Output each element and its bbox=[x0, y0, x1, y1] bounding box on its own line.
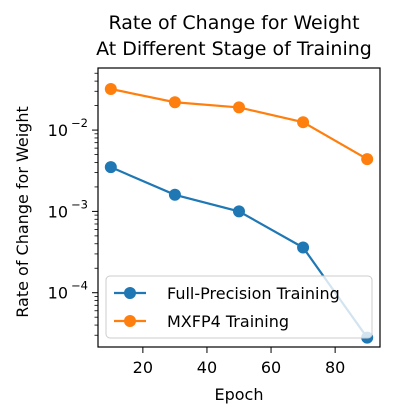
x-tick-label: 20 bbox=[133, 358, 153, 377]
data-point bbox=[168, 188, 181, 201]
x-axis-label: Epoch bbox=[215, 385, 264, 404]
legend-marker bbox=[124, 287, 136, 299]
y-tick-exponent: −3 bbox=[71, 197, 88, 211]
series-line-2 bbox=[110, 87, 368, 161]
legend-box bbox=[105, 275, 373, 339]
y-tick-label: 10 bbox=[48, 202, 68, 221]
x-tick-label: 80 bbox=[325, 358, 345, 377]
legend-label: Full-Precision Training bbox=[167, 284, 340, 303]
legend: Full-Precision Training MXFP4 Training bbox=[105, 275, 373, 339]
legend-label: MXFP4 Training bbox=[167, 312, 289, 331]
legend-marker bbox=[124, 315, 136, 327]
y-tick-exponent: −4 bbox=[71, 279, 88, 293]
data-point bbox=[104, 83, 117, 96]
y-tick-exponent: −2 bbox=[71, 116, 88, 130]
chart-title-line-1: Rate of Change for Weight bbox=[108, 12, 359, 34]
data-point bbox=[233, 101, 245, 114]
axes-frame bbox=[97, 67, 381, 348]
data-point bbox=[297, 241, 310, 254]
chart-title-line-2: At Different Stage of Training bbox=[96, 38, 372, 60]
data-point bbox=[104, 161, 117, 174]
x-tick-label: 40 bbox=[197, 358, 217, 377]
data-point bbox=[233, 205, 245, 218]
y-tick-label: 10 bbox=[48, 284, 68, 303]
data-point bbox=[297, 116, 310, 129]
x-tick-label: 60 bbox=[261, 358, 281, 377]
data-point bbox=[168, 96, 181, 109]
data-point bbox=[361, 153, 374, 166]
plot-area: 10−410−310 −220 40 60 80 bbox=[48, 67, 381, 377]
y-axis-label: Rate of Change for Weight bbox=[13, 106, 32, 317]
y-tick-label: 10 bbox=[48, 121, 68, 140]
